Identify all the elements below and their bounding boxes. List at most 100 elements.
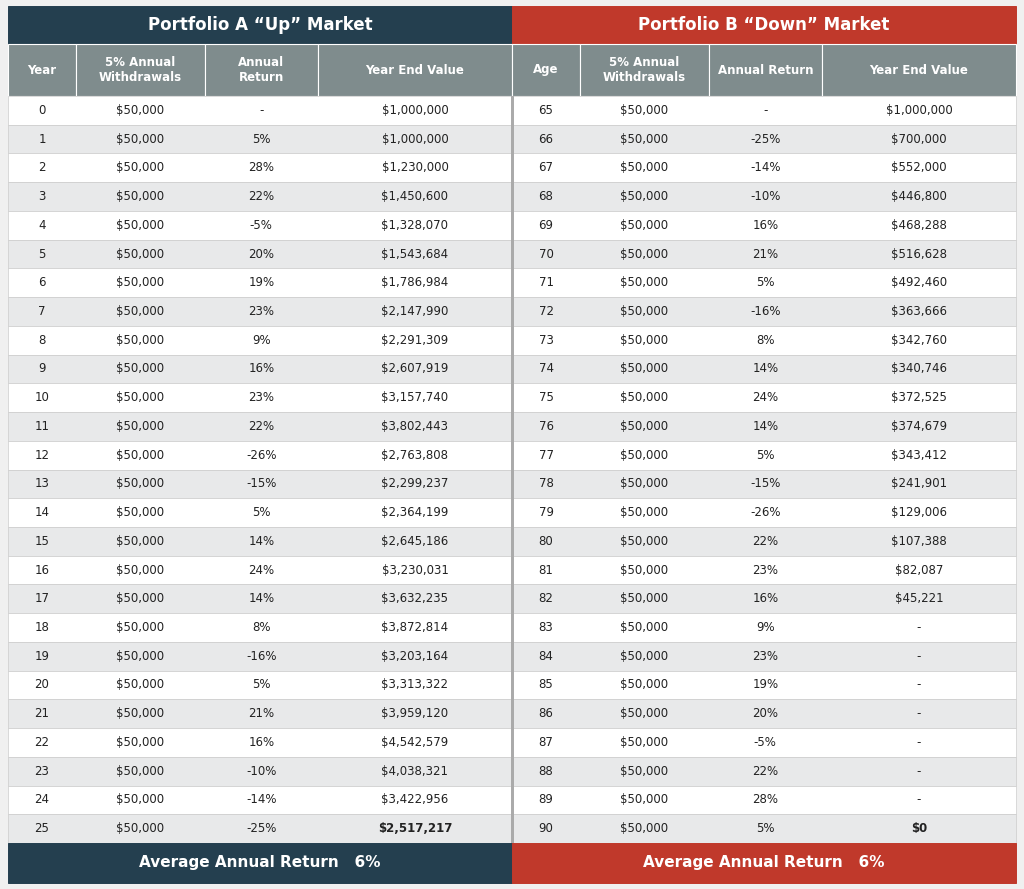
Text: 16: 16 xyxy=(35,564,49,577)
Bar xyxy=(8,6,512,44)
Text: $516,628: $516,628 xyxy=(891,247,947,260)
Text: $50,000: $50,000 xyxy=(117,333,165,347)
Text: -15%: -15% xyxy=(750,477,780,491)
Text: $3,157,740: $3,157,740 xyxy=(381,391,449,404)
Text: $50,000: $50,000 xyxy=(117,822,165,835)
Text: $50,000: $50,000 xyxy=(621,276,669,289)
Text: $50,000: $50,000 xyxy=(117,132,165,146)
Bar xyxy=(8,383,1016,412)
Text: $2,299,237: $2,299,237 xyxy=(381,477,449,491)
Text: 12: 12 xyxy=(35,449,49,461)
Text: 66: 66 xyxy=(539,132,554,146)
Text: 84: 84 xyxy=(539,650,553,663)
Text: $50,000: $50,000 xyxy=(117,621,165,634)
Text: $2,517,217: $2,517,217 xyxy=(378,822,453,835)
Text: $468,288: $468,288 xyxy=(891,219,947,232)
Text: $50,000: $50,000 xyxy=(621,592,669,605)
Text: $2,291,309: $2,291,309 xyxy=(381,333,449,347)
Text: $50,000: $50,000 xyxy=(621,765,669,778)
Text: $3,313,322: $3,313,322 xyxy=(382,678,449,692)
Text: $1,450,600: $1,450,600 xyxy=(382,190,449,203)
Text: 76: 76 xyxy=(539,420,554,433)
Text: $82,087: $82,087 xyxy=(895,564,943,577)
Text: Average Annual Return   6%: Average Annual Return 6% xyxy=(139,855,381,870)
Text: $1,000,000: $1,000,000 xyxy=(886,104,952,116)
Text: $50,000: $50,000 xyxy=(621,104,669,116)
Text: -25%: -25% xyxy=(246,822,276,835)
Text: $50,000: $50,000 xyxy=(621,678,669,692)
Text: $340,746: $340,746 xyxy=(891,363,947,375)
Text: 9%: 9% xyxy=(756,621,774,634)
Text: 21%: 21% xyxy=(248,708,274,720)
Text: 14%: 14% xyxy=(753,420,778,433)
Text: 70: 70 xyxy=(539,247,553,260)
Bar xyxy=(8,268,1016,297)
Text: $50,000: $50,000 xyxy=(621,535,669,548)
Text: 4: 4 xyxy=(38,219,46,232)
Text: 80: 80 xyxy=(539,535,553,548)
Text: $50,000: $50,000 xyxy=(117,708,165,720)
Text: 22%: 22% xyxy=(248,420,274,433)
Text: $50,000: $50,000 xyxy=(117,391,165,404)
Text: 6: 6 xyxy=(38,276,46,289)
Text: 9: 9 xyxy=(38,363,46,375)
Text: 5%: 5% xyxy=(756,449,774,461)
Text: 19%: 19% xyxy=(753,678,778,692)
Text: 20%: 20% xyxy=(753,708,778,720)
Text: 20%: 20% xyxy=(248,247,274,260)
Text: $1,000,000: $1,000,000 xyxy=(382,132,449,146)
Text: 0: 0 xyxy=(38,104,46,116)
Text: $2,607,919: $2,607,919 xyxy=(381,363,449,375)
Bar xyxy=(8,527,1016,556)
Bar xyxy=(580,44,709,96)
Text: 24%: 24% xyxy=(753,391,778,404)
Text: $50,000: $50,000 xyxy=(117,592,165,605)
Text: $50,000: $50,000 xyxy=(117,190,165,203)
Text: -10%: -10% xyxy=(750,190,780,203)
Text: Year End Value: Year End Value xyxy=(869,63,969,76)
Text: 74: 74 xyxy=(539,363,554,375)
Text: -: - xyxy=(916,678,922,692)
Text: $50,000: $50,000 xyxy=(621,333,669,347)
Text: 90: 90 xyxy=(539,822,553,835)
Text: 24%: 24% xyxy=(248,564,274,577)
Text: 77: 77 xyxy=(539,449,554,461)
Bar xyxy=(8,240,1016,268)
Text: 72: 72 xyxy=(539,305,554,318)
Text: $50,000: $50,000 xyxy=(117,793,165,806)
Text: $50,000: $50,000 xyxy=(117,247,165,260)
Bar xyxy=(8,728,1016,757)
Bar xyxy=(512,6,1016,44)
Text: 5% Annual
Withdrawals: 5% Annual Withdrawals xyxy=(98,56,182,84)
Bar xyxy=(709,44,822,96)
Text: 2: 2 xyxy=(38,161,46,174)
Text: $50,000: $50,000 xyxy=(621,190,669,203)
Text: -5%: -5% xyxy=(754,736,776,749)
Text: Age: Age xyxy=(534,63,559,76)
Text: $50,000: $50,000 xyxy=(621,363,669,375)
Text: 11: 11 xyxy=(35,420,49,433)
Bar xyxy=(8,412,1016,441)
Text: 16%: 16% xyxy=(753,219,778,232)
Bar xyxy=(205,44,318,96)
Text: Year: Year xyxy=(28,63,56,76)
Text: 78: 78 xyxy=(539,477,553,491)
Text: $50,000: $50,000 xyxy=(621,822,669,835)
Text: 16%: 16% xyxy=(248,363,274,375)
Text: $700,000: $700,000 xyxy=(891,132,947,146)
Text: 5%: 5% xyxy=(756,822,774,835)
Text: $2,763,808: $2,763,808 xyxy=(382,449,449,461)
Text: -: - xyxy=(916,765,922,778)
Text: $50,000: $50,000 xyxy=(621,621,669,634)
Text: 88: 88 xyxy=(539,765,553,778)
Bar xyxy=(8,670,1016,700)
Bar xyxy=(8,96,1016,124)
Text: $50,000: $50,000 xyxy=(621,736,669,749)
Bar xyxy=(8,355,1016,383)
Text: Annual
Return: Annual Return xyxy=(239,56,285,84)
Bar xyxy=(8,154,1016,182)
Bar xyxy=(8,469,1016,498)
Text: 23%: 23% xyxy=(248,305,274,318)
Text: $129,006: $129,006 xyxy=(891,506,947,519)
Text: -16%: -16% xyxy=(246,650,276,663)
